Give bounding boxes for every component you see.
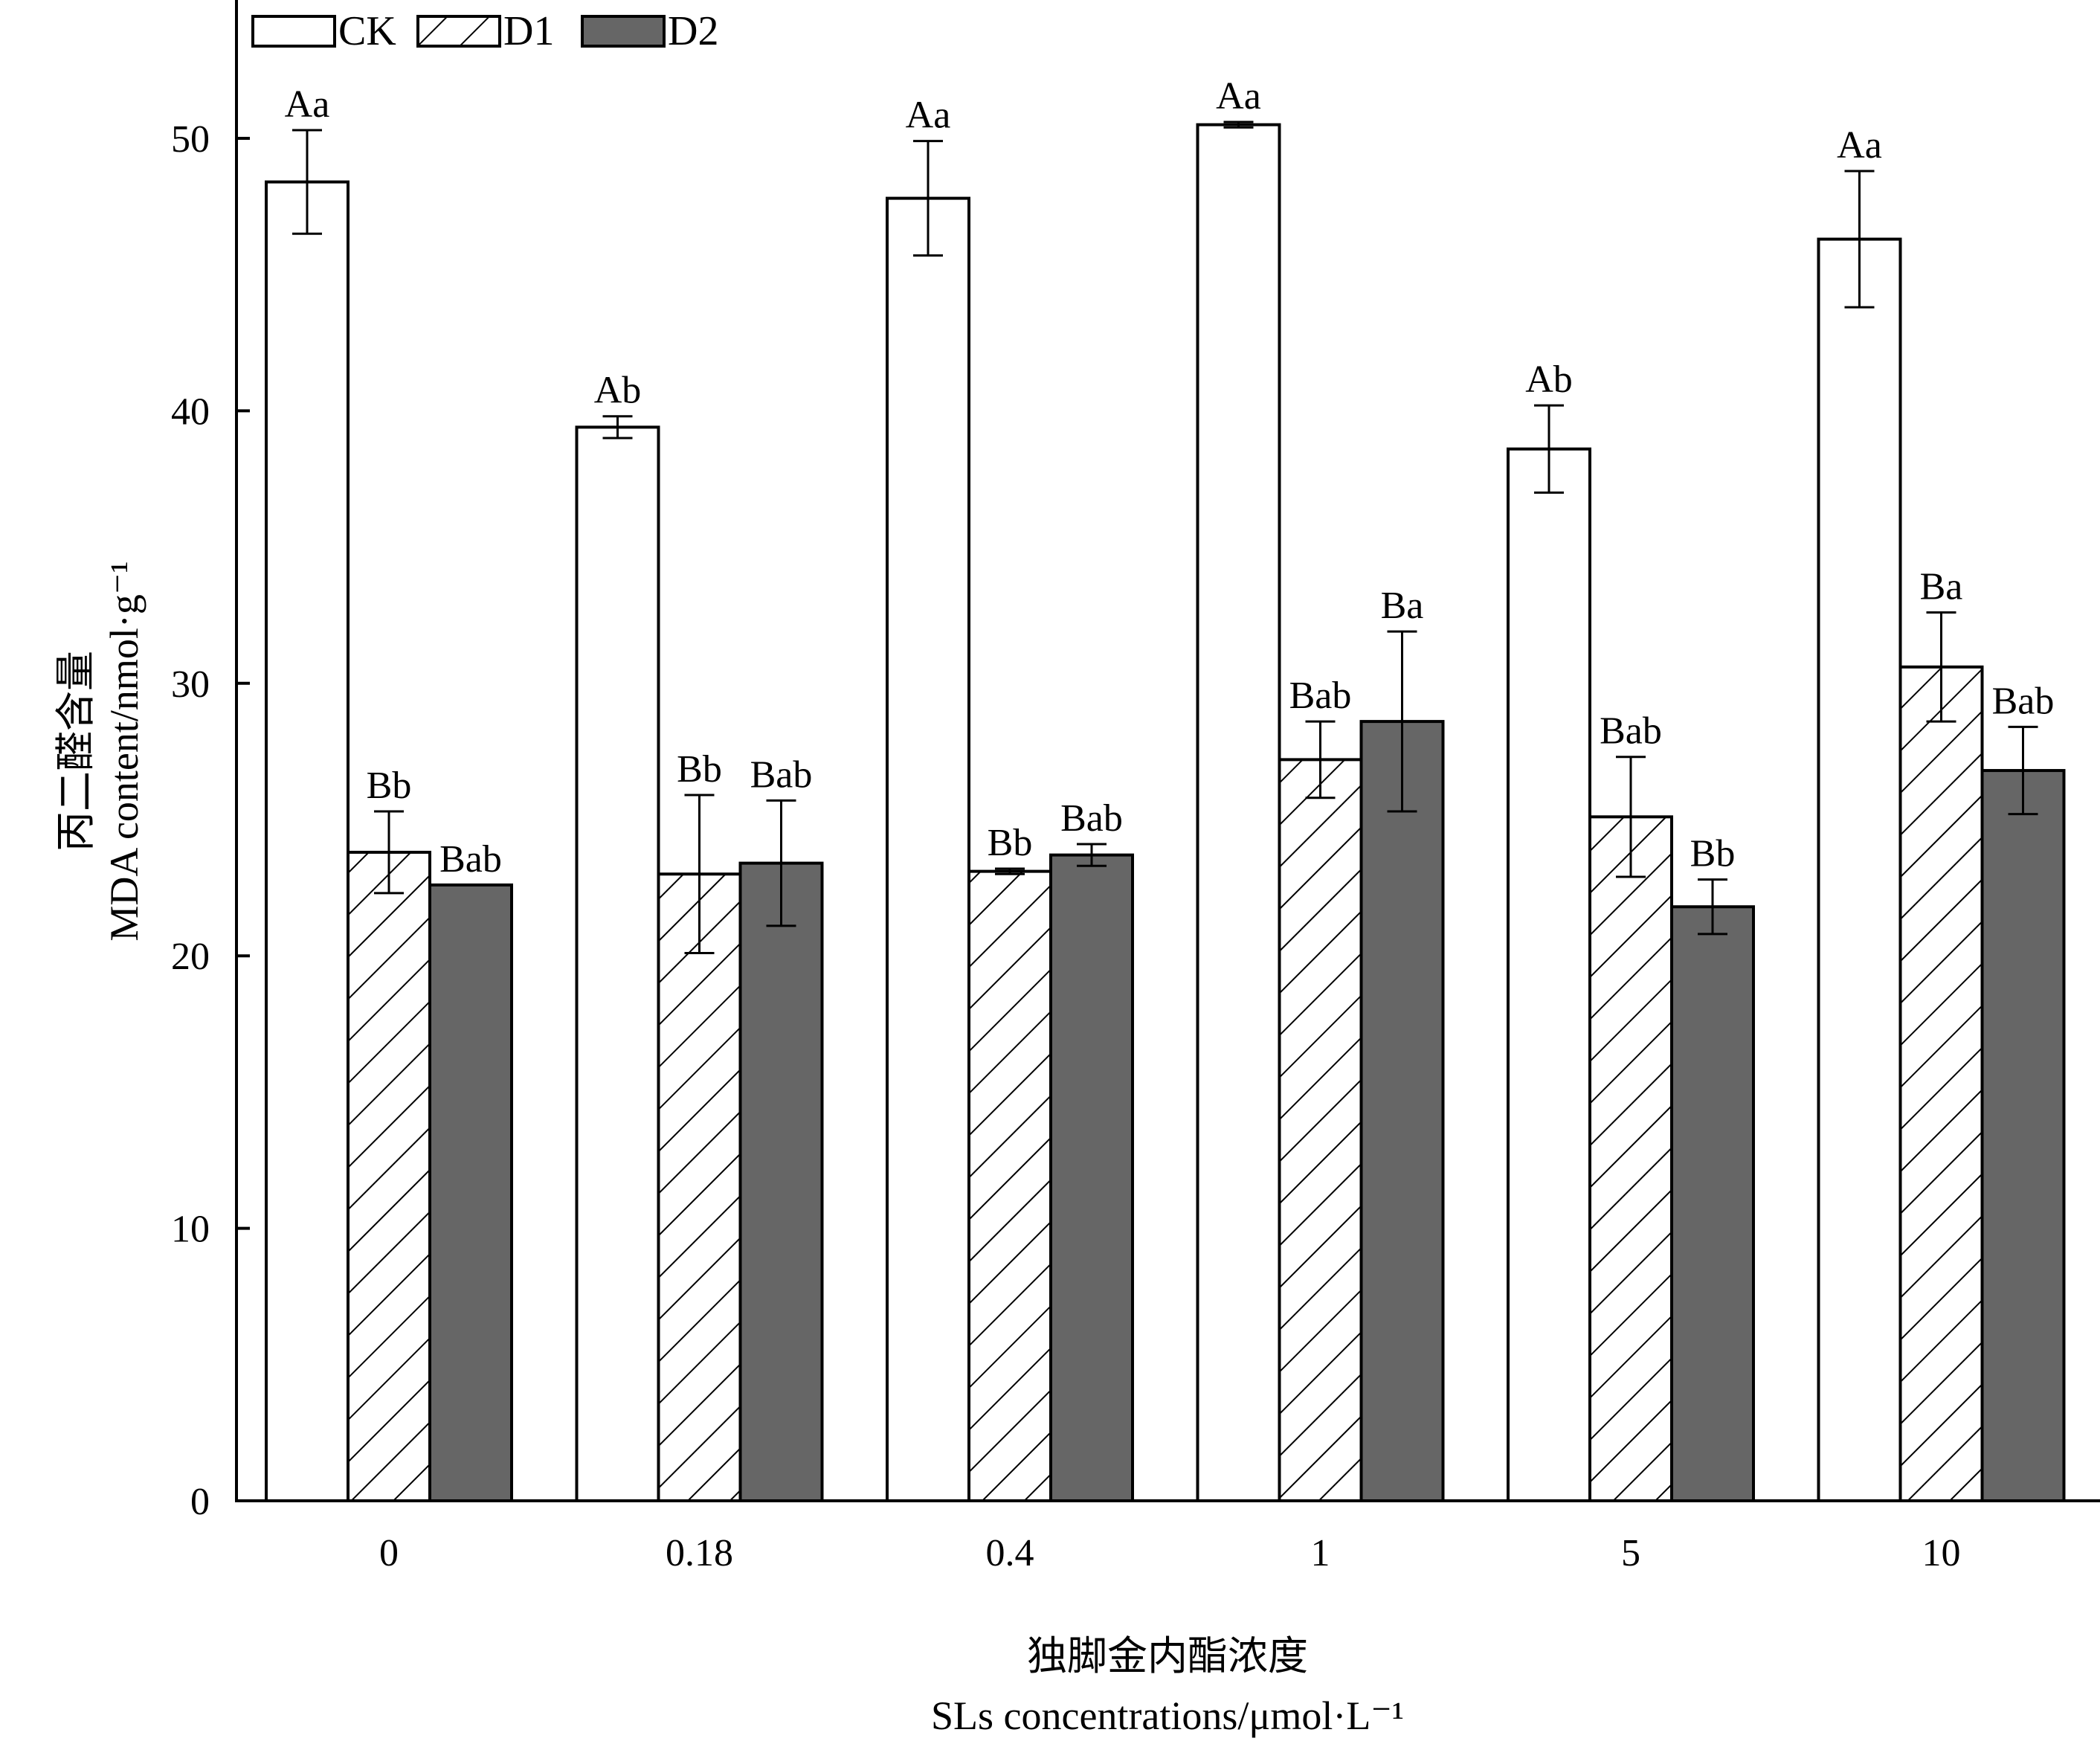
bar-d1	[657, 872, 742, 1502]
bar-d1	[1588, 815, 1673, 1503]
legend: CK D1 D2	[251, 8, 718, 54]
bar-d2	[1359, 720, 1445, 1503]
y-tick-label: 10	[171, 1209, 210, 1251]
plot-area: Aa Bb Bab Ab Bb Bab Aa Bb Bab Aa Bab Ba Ab Bab Bb Aa Ba B…	[265, 75, 2066, 1503]
legend-swatch-d1	[416, 15, 501, 48]
significance-label: Aa	[906, 94, 951, 137]
significance-label: Aa	[1837, 124, 1882, 167]
significance-label: Bab	[1060, 797, 1123, 840]
x-tick-label: 1	[1311, 1532, 1330, 1574]
significance-label: Bb	[367, 765, 412, 807]
significance-label: Bab	[439, 838, 502, 881]
y-axis-title-en: MDA content/nmol·g⁻¹	[102, 561, 146, 941]
x-tick-label: 0.4	[986, 1532, 1034, 1574]
bar-ck	[575, 425, 660, 1502]
significance-label: Bab	[1992, 680, 2055, 722]
significance-label: Bb	[988, 822, 1033, 864]
significance-label: Bb	[677, 748, 722, 791]
y-tick-label: 20	[171, 936, 210, 978]
bar-ck	[886, 196, 970, 1502]
y-axis-title-cn: 丙二醛含量	[54, 651, 98, 852]
legend-label-d2: D2	[668, 8, 718, 54]
x-tick-label: 5	[1621, 1532, 1640, 1574]
bar-d2	[1670, 905, 1755, 1503]
significance-label: Bab	[1289, 675, 1352, 717]
significance-label: Ba	[1381, 585, 1424, 627]
significance-label: Bab	[1600, 710, 1662, 753]
bar-d1	[1278, 758, 1363, 1502]
x-axis-title-cn: 独脚金内酯浓度	[1027, 1634, 1308, 1679]
bar-d2	[1049, 853, 1134, 1502]
x-tick-label: 0.18	[666, 1532, 733, 1574]
y-tick-label: 40	[171, 390, 210, 433]
bar-d1	[347, 850, 431, 1502]
significance-label: Ab	[1525, 358, 1573, 401]
x-tick-label: 10	[1922, 1532, 1961, 1574]
y-tick-label: 50	[171, 118, 210, 161]
significance-label: Ab	[594, 370, 642, 412]
significance-label: Bb	[1690, 833, 1736, 875]
legend-swatch-ck	[251, 15, 336, 48]
bar-ck	[1196, 123, 1281, 1502]
x-axis-ticks: 0 0.18 0.4 1 5 10	[379, 1532, 1961, 1574]
y-tick-label: 0	[190, 1481, 210, 1523]
bar-d2	[1980, 769, 2066, 1502]
y-axis-ticks: 0 10 20 30 40 50	[171, 118, 250, 1523]
significance-label: Aa	[285, 83, 330, 126]
significance-label: Ba	[1920, 566, 1963, 608]
bar-ck	[1507, 447, 1591, 1502]
bar-d1	[1898, 665, 1984, 1502]
bar-ck	[265, 180, 350, 1502]
x-axis-title-en: SLs concentrations/μmol·L⁻¹	[931, 1693, 1404, 1738]
legend-label-ck: CK	[338, 8, 396, 54]
bar-ck	[1817, 237, 1902, 1502]
bar-d2	[428, 883, 513, 1503]
bar-d1	[967, 869, 1052, 1502]
legend-swatch-d2	[581, 15, 666, 48]
y-tick-label: 30	[171, 663, 210, 706]
significance-label: Bab	[750, 753, 813, 796]
bar-d2	[738, 861, 824, 1502]
significance-label: Aa	[1216, 75, 1261, 118]
x-tick-label: 0	[379, 1532, 399, 1574]
legend-label-d1: D1	[503, 8, 554, 54]
